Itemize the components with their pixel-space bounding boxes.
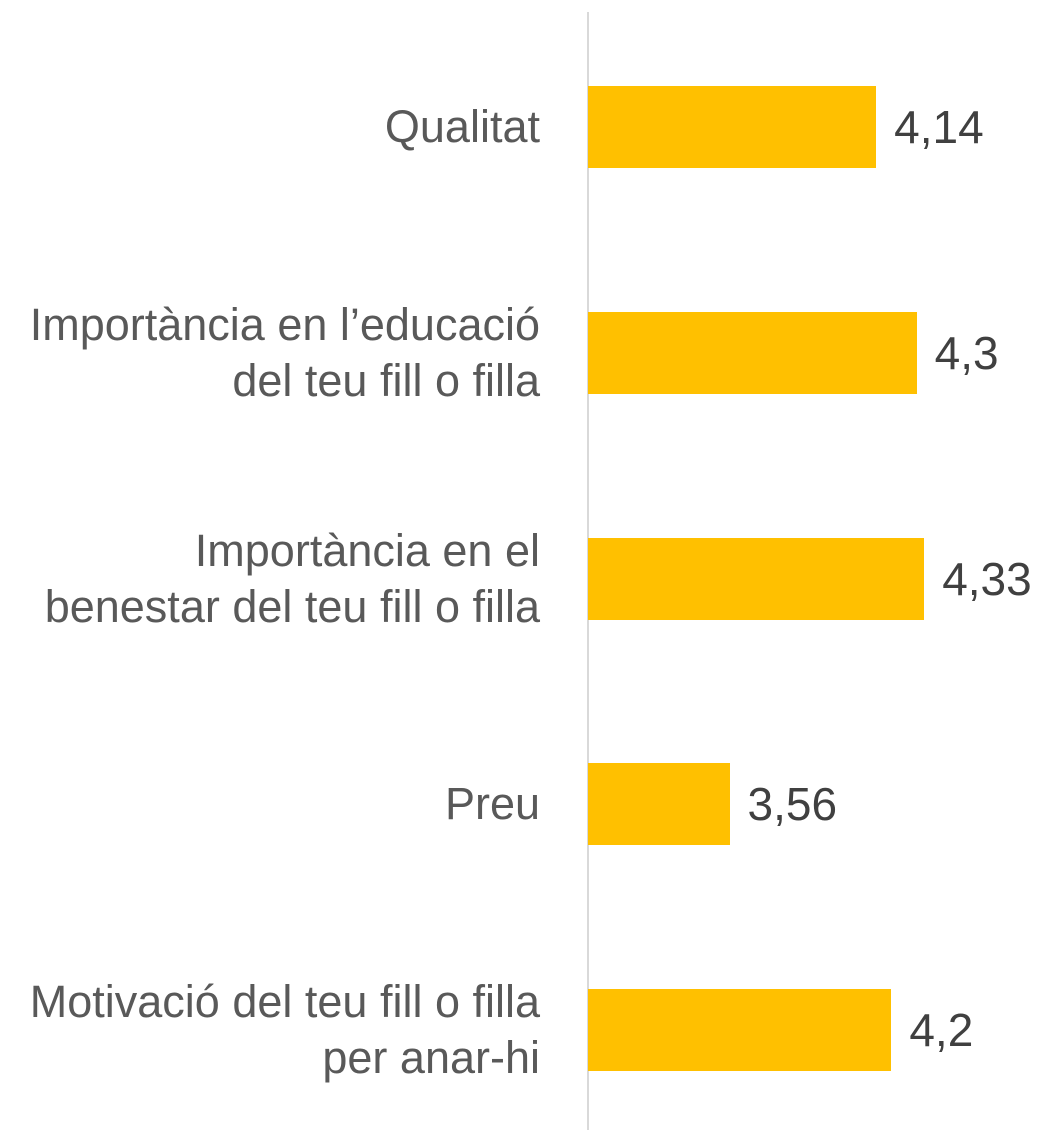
bar (588, 85, 877, 168)
bar (588, 989, 892, 1072)
bar (588, 763, 730, 846)
category-label: Motivació del teu fill o filla per anar-… (29, 976, 540, 1084)
value-label: 4,2 (909, 1004, 974, 1057)
bar (588, 311, 917, 394)
bar (588, 537, 925, 620)
category-label: Importància en el benestar del teu fill … (44, 524, 540, 632)
value-label: 4,14 (894, 100, 984, 153)
value-label: 4,33 (942, 552, 1032, 605)
value-label: 3,56 (747, 778, 838, 831)
category-label: Preu (444, 778, 540, 830)
value-label: 4,3 (934, 326, 999, 379)
category-label: Importància en l’educació del teu fill o… (29, 298, 540, 406)
category-label: Qualitat (384, 100, 540, 152)
